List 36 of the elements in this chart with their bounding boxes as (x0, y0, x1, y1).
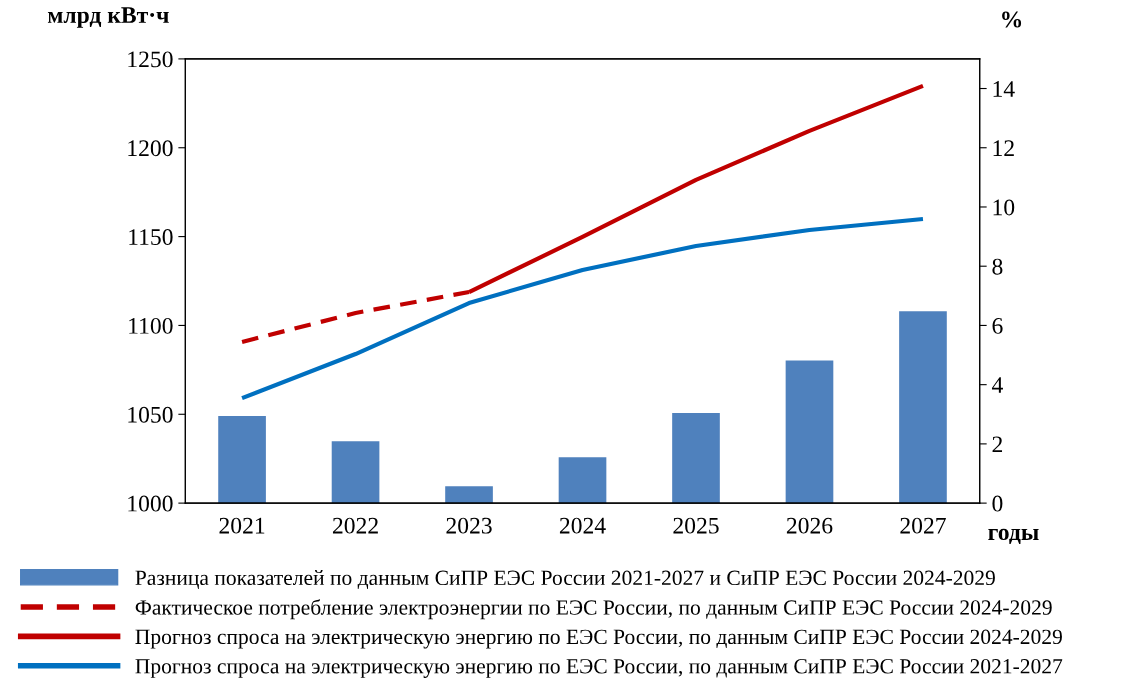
legend-label: Фактическое потребление электроэнергии по ЕЭС России, по данным СиПР ЕЭС России 2024-2029 (135, 599, 1052, 620)
y2-tick-label: 14 (993, 81, 1015, 97)
legend-label: Прогноз спроса на электрическую энергию по ЕЭС России, по данным СиПР ЕЭС России 2021-2027 (135, 658, 1063, 678)
x-tick-label: 2026 (786, 517, 833, 534)
legend-label: Разница показателей по данным СиПР ЕЭС России 2021-2027 и СиПР ЕЭС России 2024-2029 (135, 570, 995, 590)
y-tick-label: 1200 (128, 140, 173, 157)
y-tick-label: 1150 (129, 229, 173, 246)
x-axis-title: годы (988, 528, 1039, 544)
bar (445, 486, 493, 504)
bar (785, 360, 834, 504)
y2-tick-label: 12 (993, 140, 1014, 156)
bar (218, 416, 266, 504)
x-tick-label: 2023 (446, 517, 492, 534)
bar (558, 457, 607, 504)
y-tick-label: 1000 (128, 495, 173, 512)
y-tick-label: 1250 (128, 51, 173, 68)
legend-label: Прогноз спроса на электрическую энергию по ЕЭС России, по данным СиПР ЕЭС России 2024-2029 (135, 629, 1062, 649)
x-tick-label: 2027 (900, 517, 946, 534)
y-tick-label: 1100 (129, 317, 173, 334)
y2-tick-label: 2 (992, 436, 1003, 453)
bar (331, 441, 380, 504)
x-tick-label: 2024 (559, 517, 606, 534)
y2-tick-label: 6 (992, 317, 1003, 334)
x-tick-label: 2022 (332, 517, 378, 534)
x-tick-label: 2021 (219, 517, 265, 534)
y2-tick-label: 0 (992, 495, 1003, 512)
x-tick-label: 2025 (673, 517, 719, 534)
bar (672, 413, 720, 504)
y-tick-label: 1050 (128, 406, 173, 423)
y2-tick-label: 8 (992, 258, 1003, 275)
y2-tick-label: 4 (991, 377, 1003, 393)
line-series (239, 216, 926, 401)
bar (899, 311, 947, 504)
y2-axis-title: % (1002, 11, 1022, 28)
y2-tick-label: 10 (993, 199, 1015, 216)
y-axis-title: млрд кВт·ч (47, 7, 169, 28)
